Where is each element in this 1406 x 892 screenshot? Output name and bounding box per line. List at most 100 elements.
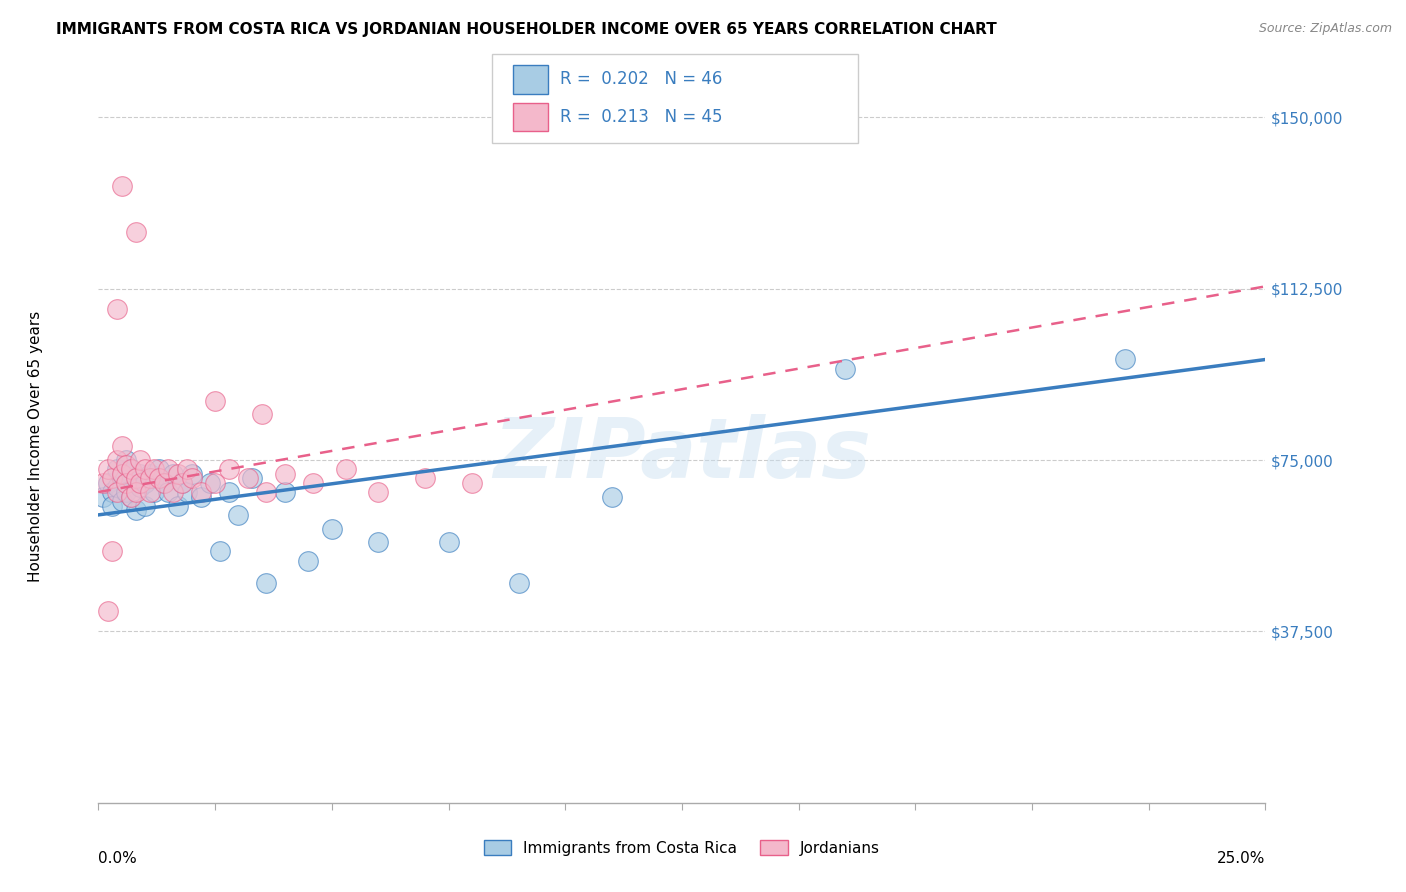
- Text: R =  0.213   N = 45: R = 0.213 N = 45: [560, 108, 723, 126]
- Point: [139, 485, 162, 500]
- Point: [111, 178, 134, 193]
- Point: [176, 485, 198, 500]
- Point: [129, 467, 152, 481]
- Point: [236, 471, 259, 485]
- Point: [111, 439, 134, 453]
- Text: IMMIGRANTS FROM COSTA RICA VS JORDANIAN HOUSEHOLDER INCOME OVER 65 YEARS CORRELA: IMMIGRANTS FROM COSTA RICA VS JORDANIAN …: [56, 22, 997, 37]
- Point: [111, 494, 134, 508]
- Text: ZIPatlas: ZIPatlas: [494, 414, 870, 495]
- Point: [105, 302, 128, 317]
- Point: [256, 485, 278, 500]
- Point: [139, 467, 162, 481]
- Point: [228, 508, 250, 522]
- Point: [148, 462, 170, 476]
- Point: [97, 462, 120, 476]
- Point: [120, 490, 142, 504]
- Text: Source: ZipAtlas.com: Source: ZipAtlas.com: [1258, 22, 1392, 36]
- Point: [157, 485, 180, 500]
- Point: [152, 475, 174, 490]
- Point: [321, 522, 343, 536]
- Point: [120, 462, 142, 476]
- Point: [437, 535, 460, 549]
- Point: [129, 480, 152, 494]
- Point: [105, 485, 128, 500]
- Point: [143, 485, 166, 500]
- Point: [162, 485, 184, 500]
- Point: [125, 503, 148, 517]
- Point: [125, 485, 148, 500]
- Point: [134, 462, 156, 476]
- Point: [335, 462, 357, 476]
- Point: [101, 544, 124, 558]
- Point: [148, 471, 170, 485]
- Point: [97, 604, 120, 618]
- Point: [200, 475, 222, 490]
- Point: [274, 485, 297, 500]
- Point: [600, 490, 623, 504]
- Point: [101, 471, 124, 485]
- Point: [143, 471, 166, 485]
- Point: [91, 475, 114, 490]
- Point: [115, 485, 138, 500]
- Point: [218, 462, 240, 476]
- Point: [204, 475, 226, 490]
- Point: [125, 471, 148, 485]
- Point: [274, 467, 297, 481]
- Text: 0.0%: 0.0%: [98, 851, 138, 866]
- Point: [139, 471, 162, 485]
- Point: [111, 467, 134, 481]
- Point: [1114, 352, 1136, 367]
- Point: [105, 453, 128, 467]
- Point: [115, 475, 138, 490]
- Point: [125, 471, 148, 485]
- Point: [180, 471, 202, 485]
- Point: [120, 490, 142, 504]
- Point: [105, 462, 128, 476]
- Point: [367, 485, 389, 500]
- Point: [134, 499, 156, 513]
- Legend: Immigrants from Costa Rica, Jordanians: Immigrants from Costa Rica, Jordanians: [478, 834, 886, 862]
- Point: [250, 408, 273, 422]
- Point: [125, 225, 148, 239]
- Point: [256, 576, 278, 591]
- Point: [461, 475, 484, 490]
- Point: [152, 475, 174, 490]
- Point: [190, 490, 212, 504]
- Point: [162, 467, 184, 481]
- Point: [115, 453, 138, 467]
- Text: R =  0.202   N = 46: R = 0.202 N = 46: [560, 70, 721, 88]
- Point: [218, 485, 240, 500]
- Point: [413, 471, 436, 485]
- Text: 25.0%: 25.0%: [1218, 851, 1265, 866]
- Text: Householder Income Over 65 years: Householder Income Over 65 years: [28, 310, 42, 582]
- Point: [508, 576, 530, 591]
- Point: [172, 475, 194, 490]
- Point: [204, 393, 226, 408]
- Point: [120, 462, 142, 476]
- Point: [105, 480, 128, 494]
- Point: [129, 475, 152, 490]
- Point: [180, 467, 202, 481]
- Point: [242, 471, 264, 485]
- Point: [367, 535, 389, 549]
- Point: [111, 467, 134, 481]
- Point: [302, 475, 325, 490]
- Point: [115, 458, 138, 472]
- Point: [101, 485, 124, 500]
- Point: [208, 544, 231, 558]
- Point: [97, 475, 120, 490]
- Point: [834, 361, 856, 376]
- Point: [172, 475, 194, 490]
- Point: [91, 490, 114, 504]
- Point: [176, 462, 198, 476]
- Point: [157, 462, 180, 476]
- Point: [297, 553, 319, 567]
- Point: [143, 462, 166, 476]
- Point: [190, 485, 212, 500]
- Point: [166, 499, 188, 513]
- Point: [129, 453, 152, 467]
- Point: [166, 467, 188, 481]
- Point: [101, 499, 124, 513]
- Point: [134, 475, 156, 490]
- Point: [115, 475, 138, 490]
